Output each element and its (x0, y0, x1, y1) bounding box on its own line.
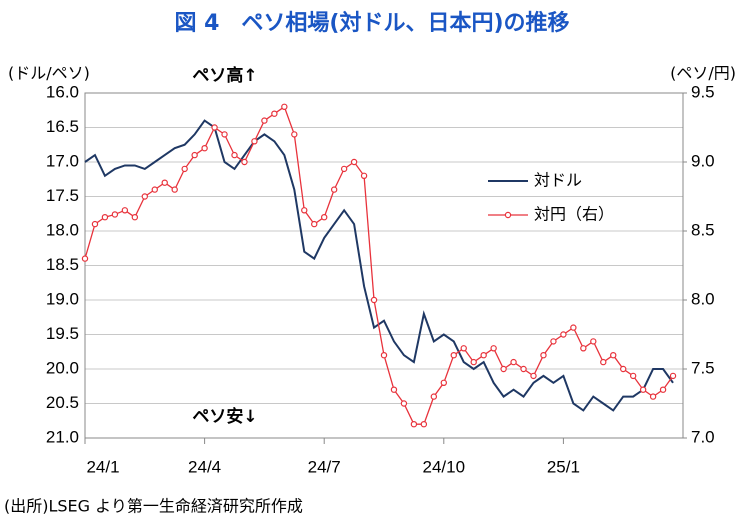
series-marker (171, 186, 178, 193)
series-marker (111, 211, 119, 218)
series-marker (580, 345, 587, 352)
series-marker (629, 372, 637, 380)
series-marker (430, 393, 438, 400)
series-marker (360, 172, 368, 179)
x-tick-label: 24/7 (308, 457, 341, 476)
series-marker (460, 345, 467, 352)
y2-tick-label: 7.5 (691, 358, 715, 377)
series-marker (211, 124, 218, 131)
series-marker (321, 213, 328, 221)
x-tick-label: 24/1 (86, 457, 119, 476)
series-marker (91, 220, 99, 228)
annotation: ペソ高↑ (192, 65, 257, 86)
legend-label: 対円（右） (534, 205, 614, 224)
series-marker (550, 338, 557, 345)
series-marker (281, 103, 288, 111)
source-note: (出所)LSEG より第一生命経済研究所作成 (4, 497, 303, 516)
annotation: ペソ安↓ (192, 406, 257, 427)
series-marker (500, 365, 507, 373)
series-marker (271, 110, 278, 117)
series-marker (530, 372, 537, 380)
series-marker (181, 165, 188, 173)
series-marker (121, 207, 129, 214)
legend-label: 対ドル (534, 171, 582, 190)
y-tick-label: 18.5 (46, 255, 79, 274)
series-marker (600, 358, 607, 366)
series-marker (231, 151, 238, 159)
series-marker (669, 372, 677, 380)
series-marker (340, 165, 348, 173)
series-marker (330, 186, 338, 193)
series-marker (610, 352, 617, 359)
series-marker (350, 158, 358, 166)
series-marker (520, 365, 527, 373)
series-marker (241, 158, 248, 166)
y2-tick-label: 8.0 (691, 289, 715, 308)
series-marker (291, 131, 298, 138)
x-tick-label: 24/4 (188, 457, 221, 476)
y-tick-label: 18.0 (46, 220, 79, 239)
series-marker (390, 386, 398, 393)
y-tick-label: 17.5 (46, 186, 79, 205)
x-tick-label: 25/1 (547, 457, 580, 476)
series-marker (301, 207, 308, 214)
y2-tick-label: 7.0 (691, 427, 715, 446)
y2-tick-label: 9.0 (691, 151, 715, 170)
series-marker (191, 151, 198, 159)
series-marker (221, 131, 228, 138)
series-marker (380, 352, 388, 359)
y2-tick-label: 9.5 (691, 82, 715, 101)
series-marker (659, 386, 667, 393)
series-marker (490, 345, 497, 352)
y2-axis-label: (ペソ/円) (670, 64, 736, 83)
series-marker (101, 213, 109, 221)
series-marker (201, 144, 208, 152)
plot-border (84, 92, 684, 439)
y-tick-label: 20.0 (46, 358, 79, 377)
series-marker (560, 331, 567, 338)
y-tick-label: 19.0 (46, 289, 79, 308)
series-marker (480, 352, 487, 359)
y-tick-label: 16.0 (46, 82, 79, 101)
series-marker (151, 186, 158, 193)
series-marker (141, 193, 148, 200)
series-marker (540, 352, 547, 359)
y-axis-label: (ドル/ペソ) (8, 64, 90, 83)
series-marker (470, 358, 477, 366)
series-marker (649, 393, 657, 400)
series-marker (639, 386, 647, 393)
y-tick-label: 20.5 (46, 393, 79, 412)
chart-title: 図 4 ペソ相場(対ドル、日本円)の推移 (174, 10, 569, 36)
legend-swatch-marker (504, 211, 512, 219)
series-marker (370, 296, 378, 304)
x-tick-label: 24/10 (423, 457, 466, 476)
series-marker (261, 117, 268, 124)
series-marker (590, 338, 597, 345)
y-tick-label: 16.5 (46, 117, 79, 136)
series-marker (81, 255, 89, 262)
y2-tick-label: 8.5 (691, 220, 715, 239)
series-marker (311, 220, 318, 228)
y-tick-label: 21.0 (46, 427, 79, 446)
series-marker (620, 365, 627, 373)
y-tick-label: 19.5 (46, 324, 79, 343)
series-marker (400, 400, 408, 407)
series-marker (251, 138, 258, 145)
series-marker (410, 421, 418, 428)
series-marker (161, 179, 168, 186)
series-marker (570, 324, 577, 331)
y-tick-label: 17.0 (46, 151, 79, 170)
series-line (84, 105, 674, 425)
series-marker (420, 421, 428, 428)
series-marker (450, 352, 457, 359)
series-marker (131, 213, 139, 221)
series-marker (510, 358, 517, 366)
series-marker (440, 379, 447, 386)
